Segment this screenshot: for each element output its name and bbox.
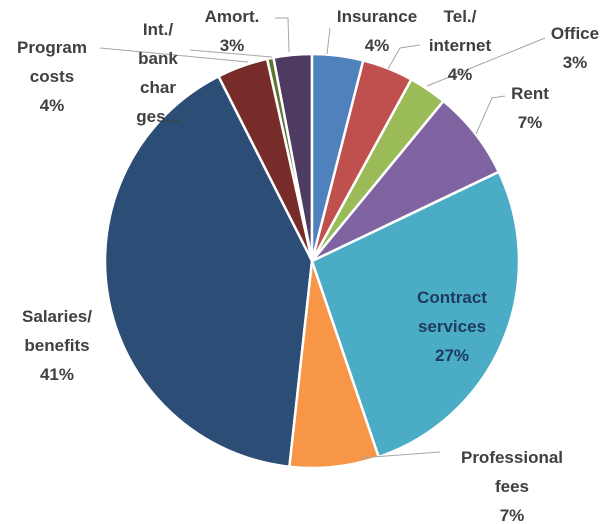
slice-label: Contract services 27% (417, 283, 487, 370)
leader-line (189, 49, 273, 58)
category-label: Int./ bank char ges... (136, 19, 180, 126)
slice-label: Office 3% (551, 19, 599, 77)
leader-line (359, 451, 441, 459)
pie-slice (103, 74, 314, 469)
leader-line (387, 44, 421, 70)
leader-line (326, 27, 331, 55)
leader-line (275, 17, 290, 53)
slice-label: Tel./ internet 4% (429, 2, 491, 89)
value-label: 3% (219, 35, 245, 55)
leader-line (475, 95, 506, 135)
value-label: 4% (364, 35, 390, 55)
slice-label: Amort. 3% (205, 2, 260, 60)
category-label: Salaries/ benefits (22, 306, 92, 355)
value-label: 4% (39, 95, 65, 115)
pie-slice (310, 170, 521, 459)
category-label: Amort. (204, 6, 260, 26)
slice-label: Rent 7% (511, 79, 549, 137)
category-label: Insurance (336, 6, 418, 26)
pie-slice (310, 52, 365, 262)
value-label: 41% (39, 364, 75, 384)
slice-label: Professional fees 7% (461, 443, 563, 524)
category-label: Rent (511, 83, 549, 103)
leader-line (99, 47, 249, 63)
category-label: Contract services (417, 287, 487, 336)
slice-label: Salaries/ benefits 41% (22, 302, 92, 389)
category-label: Office (550, 23, 600, 43)
value-label: 7% (499, 505, 525, 524)
value-label: 4% (447, 64, 473, 84)
value-label: 27% (434, 345, 470, 365)
category-label: Tel./ internet (428, 6, 492, 55)
slice-label: Int./ bank char ges... (136, 15, 179, 131)
slice-label: Insurance 4% (337, 2, 417, 60)
value-label: 7% (517, 112, 543, 132)
category-label: Professional fees (460, 447, 564, 496)
leader-line (426, 37, 546, 87)
slice-label: Program costs 4% (17, 33, 87, 120)
value-label: 3% (562, 52, 588, 72)
category-label: Program costs (17, 37, 87, 86)
